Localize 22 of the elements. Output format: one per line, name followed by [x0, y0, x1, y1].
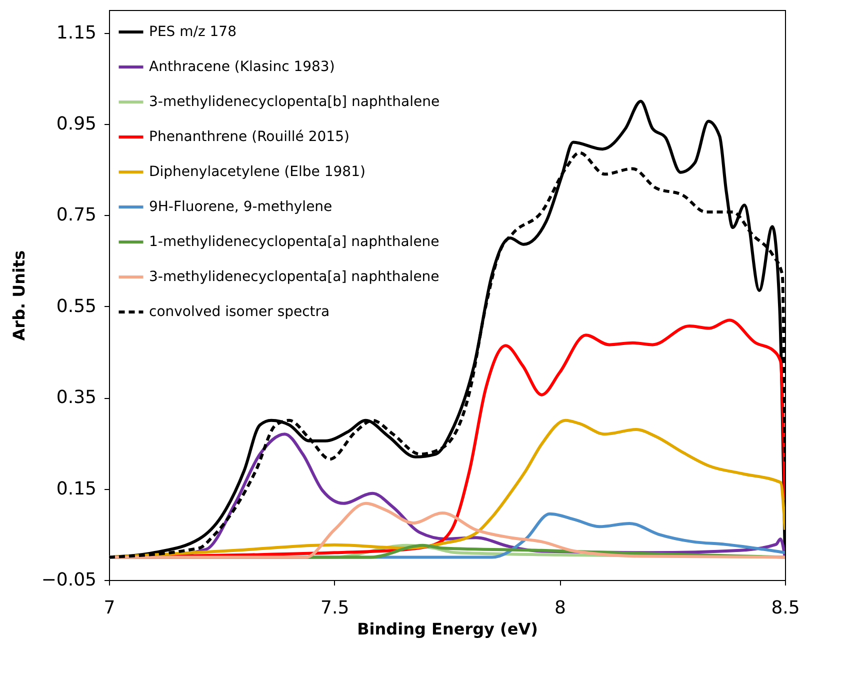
- y-tick-label: 0.55: [56, 296, 96, 317]
- y-tick-label: 0.95: [56, 114, 96, 134]
- y-tick-label: 0.35: [56, 387, 96, 408]
- y-tick-label: 0.15: [56, 478, 96, 500]
- legend-label: Anthracene (Klasinc 1983): [149, 59, 335, 75]
- legend-label: 1-methylidenecyclopenta[a] naphthalene: [149, 234, 440, 250]
- y-tick-label: −0.05: [41, 570, 96, 590]
- x-axis-title: Binding Energy (eV): [357, 620, 538, 638]
- y-tick-label: 0.75: [56, 204, 96, 226]
- legend-label: 3-methylidenecyclopenta[a] naphthalene: [149, 269, 440, 285]
- x-tick-label: 7: [104, 598, 116, 618]
- x-tick-label: 8.5: [771, 598, 800, 618]
- legend-label: convolved isomer spectra: [149, 304, 330, 320]
- y-axis-title: Arb. Units: [9, 250, 28, 341]
- legend-label: Phenanthrene (Rouillé 2015): [149, 129, 350, 145]
- x-tick-label: 8: [554, 598, 566, 618]
- legend-label: 3-methylidenecyclopenta[b] naphthalene: [149, 94, 440, 110]
- x-tick-label: 7.5: [320, 598, 350, 618]
- legend-label: PES m/z 178: [149, 24, 236, 40]
- legend-label: Diphenylacetylene (Elbe 1981): [149, 164, 366, 180]
- y-tick-label: 1.15: [56, 22, 96, 44]
- legend-label: 9H-Fluorene, 9-methylene: [149, 199, 332, 215]
